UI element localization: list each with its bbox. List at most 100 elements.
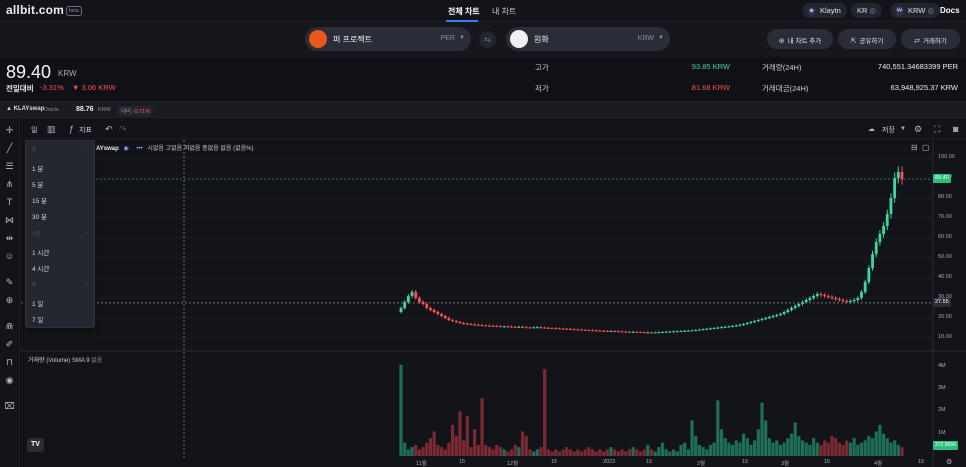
volume-bar bbox=[664, 449, 668, 456]
candle-body bbox=[686, 330, 690, 332]
candle-body bbox=[830, 297, 834, 298]
time-tick-label: 4월 bbox=[874, 461, 883, 467]
network-selector[interactable]: ◆ Klaytn bbox=[802, 3, 847, 18]
candle-body bbox=[808, 298, 812, 300]
allbit-logo[interactable]: allbit.com bbox=[6, 3, 65, 17]
tradingview-logo[interactable]: TV bbox=[27, 438, 44, 452]
volume-tick-label: 1M bbox=[938, 429, 946, 436]
time-tick-label: 15 bbox=[551, 459, 558, 465]
chevron-up-icon[interactable]: ⌃ bbox=[85, 282, 89, 287]
tab-all-charts[interactable]: 전체 차트 bbox=[448, 7, 480, 16]
pattern-icon[interactable]: ⋈ bbox=[5, 215, 14, 225]
save-button[interactable]: 저장 bbox=[882, 127, 895, 134]
axis-settings-icon[interactable]: ⚙ bbox=[946, 459, 953, 466]
volume-bar bbox=[598, 449, 602, 456]
volume-bar bbox=[484, 444, 488, 456]
swap-pair-icon[interactable]: ⇆ bbox=[479, 31, 496, 48]
candle-body bbox=[804, 300, 808, 302]
emoji-icon[interactable]: ☺ bbox=[4, 251, 15, 261]
volume-tick-label: 3M bbox=[938, 385, 946, 392]
zoom-in-icon[interactable]: ⊕ bbox=[5, 295, 14, 305]
chevron-up-icon[interactable]: ⌃ bbox=[85, 147, 89, 152]
volume-bar bbox=[436, 444, 440, 456]
chevron-up-icon[interactable]: ⌃ bbox=[85, 231, 89, 236]
volume-bar bbox=[447, 442, 451, 456]
interval-5m[interactable]: 5 분 bbox=[32, 182, 44, 189]
chevron-down-icon[interactable]: ▼ bbox=[900, 126, 906, 132]
interval-15m[interactable]: 15 분 bbox=[32, 198, 48, 205]
candle-body bbox=[779, 314, 782, 315]
candle-style-icon[interactable]: ▥ bbox=[47, 124, 56, 134]
volume-bar bbox=[428, 438, 433, 456]
lock-drawing-icon[interactable]: ✐ bbox=[5, 339, 14, 349]
redo-icon[interactable]: ↷ bbox=[119, 124, 127, 134]
won-icon: ₩ bbox=[895, 6, 904, 16]
text-icon[interactable]: T bbox=[6, 197, 13, 207]
interval-section-minutes[interactable]: 분 bbox=[32, 147, 37, 152]
volume-bar bbox=[837, 442, 841, 456]
current-price: 89.40 bbox=[6, 62, 52, 82]
indicators-button[interactable]: 지표 bbox=[79, 127, 92, 134]
legend-change: 없음 (없음%) bbox=[220, 146, 254, 152]
candle-body bbox=[532, 327, 536, 329]
candle-body bbox=[517, 326, 521, 328]
horizontal-lines-icon[interactable]: ☰ bbox=[5, 161, 14, 171]
legend-high-label: 고 bbox=[165, 146, 172, 152]
interval-1m[interactable]: 1 분 bbox=[32, 166, 44, 173]
volume-24h-value: 740,551.34683399 PER bbox=[877, 62, 958, 71]
quote-token-selector[interactable]: 원화 KRW ▼ bbox=[506, 27, 670, 51]
pitchfork-icon[interactable]: ⋔ bbox=[5, 179, 14, 189]
tab-my-charts[interactable]: 내 차트 bbox=[492, 7, 517, 16]
eye-icon[interactable]: ◉ bbox=[5, 375, 14, 385]
volume-bar bbox=[583, 449, 587, 456]
undo-icon[interactable]: ↶ bbox=[105, 124, 113, 134]
volume-bar bbox=[594, 451, 598, 456]
volume-bar bbox=[708, 444, 713, 456]
interval-1d[interactable]: 1 일 bbox=[32, 301, 44, 308]
indicators-icon[interactable]: ƒ bbox=[69, 124, 75, 134]
base-token-selector[interactable]: 퍼 프로젝트 PER ▼ bbox=[305, 27, 471, 51]
candle-body bbox=[447, 318, 451, 320]
more-icon[interactable]: ••• bbox=[136, 146, 143, 152]
price-tick-label: 70.00 bbox=[938, 214, 952, 220]
trash-icon[interactable]: ⌧ bbox=[4, 401, 15, 411]
interval-4h[interactable]: 4 시간 bbox=[32, 266, 50, 273]
collapse-icon[interactable]: ⊟ bbox=[911, 143, 918, 152]
trendline-icon[interactable]: ╱ bbox=[6, 143, 13, 153]
crosshair-icon[interactable]: ✛ bbox=[5, 125, 14, 135]
legend-source: AYswap bbox=[96, 146, 119, 152]
candle-body bbox=[616, 331, 620, 333]
volume-bar bbox=[808, 444, 812, 456]
volume-bar bbox=[863, 440, 867, 456]
share-button[interactable]: ⇱ 공유하기 bbox=[838, 29, 896, 49]
currency-selector[interactable]: ₩ KRW ◎ bbox=[890, 3, 941, 18]
volume-bar bbox=[546, 449, 550, 456]
language-selector[interactable]: KR ◎ bbox=[851, 3, 883, 18]
interval-30m[interactable]: 30 분 bbox=[32, 214, 48, 221]
trade-button[interactable]: ⇄ 거래하기 bbox=[901, 29, 960, 49]
docs-link[interactable]: Docs bbox=[940, 6, 960, 15]
magnet-icon[interactable]: ⋒ bbox=[5, 321, 14, 331]
lock-icon[interactable]: ⊓ bbox=[5, 357, 14, 367]
camera-icon[interactable]: ◙ bbox=[953, 124, 959, 134]
candle-body bbox=[709, 328, 712, 330]
settings-icon[interactable]: ⚙ bbox=[914, 124, 923, 134]
measure-icon[interactable]: ⇹ bbox=[5, 233, 14, 243]
interval-section-days[interactable]: 일 bbox=[32, 282, 37, 287]
interval-section-hours[interactable]: 시간 bbox=[32, 231, 41, 236]
volume-bar bbox=[753, 440, 757, 456]
interval-selector[interactable]: 일 bbox=[31, 127, 38, 134]
volume-bar bbox=[716, 400, 720, 456]
interval-7d[interactable]: 7 일 bbox=[32, 317, 44, 324]
ruler-icon[interactable]: ✎ bbox=[5, 277, 14, 287]
fullscreen-icon[interactable]: ⛶ bbox=[934, 124, 941, 134]
maximize-pane-icon[interactable]: ▢ bbox=[922, 143, 930, 152]
volume-bar bbox=[568, 449, 573, 456]
candle-body bbox=[624, 331, 628, 333]
interval-1h[interactable]: 1 시간 bbox=[32, 250, 50, 257]
candle-body bbox=[738, 324, 742, 326]
price-tick-label: 50.00 bbox=[938, 254, 952, 260]
eye-icon[interactable]: ◉ bbox=[123, 146, 129, 152]
add-my-chart-button[interactable]: ⊕ 내 차트 추가 bbox=[767, 29, 833, 49]
